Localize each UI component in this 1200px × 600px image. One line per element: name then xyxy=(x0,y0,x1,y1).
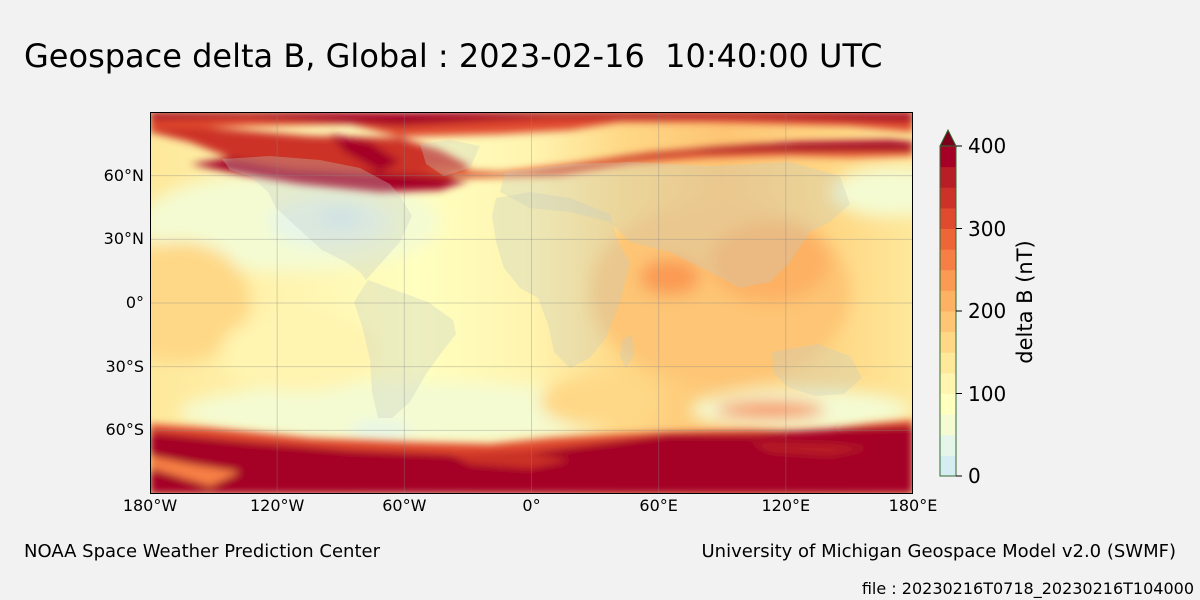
lat-label-0: 0° xyxy=(125,293,144,312)
colorbar-segment xyxy=(940,228,956,250)
lon-label-60e: 60°E xyxy=(639,496,678,515)
colorbar-segment xyxy=(940,269,956,291)
colorbar-label: delta B (nT) xyxy=(1013,240,1037,364)
lon-label-120e: 120°E xyxy=(761,496,811,515)
colorbar-segment xyxy=(940,146,956,168)
colorbar-extend-arrow xyxy=(939,128,957,147)
lat-label-60n: 60°N xyxy=(103,165,144,185)
page-title: Geospace delta B, Global : 2023-02-16 10… xyxy=(24,37,883,75)
lat-label-30n: 30°N xyxy=(103,229,144,249)
colorbar-segment xyxy=(940,434,956,456)
north-america-shape xyxy=(222,156,412,280)
colorbar-segment xyxy=(940,352,956,374)
colorbar-segment xyxy=(940,331,956,353)
colorbar-segment xyxy=(940,290,956,312)
colorbar-segment xyxy=(940,187,956,209)
delta-b-map xyxy=(150,112,913,494)
africa-eurasia-west-shape xyxy=(492,192,630,368)
colorbar-segment xyxy=(940,311,956,333)
eurasia-shape xyxy=(500,162,850,288)
colorbar-tick-100: 100 xyxy=(968,381,1007,406)
gridlines xyxy=(150,112,913,494)
colorbar-tick-300: 300 xyxy=(968,216,1007,241)
map-plot xyxy=(150,112,913,494)
footer-model: University of Michigan Geospace Model v2… xyxy=(701,541,1177,562)
madagascar-shape xyxy=(620,334,634,368)
colorbar-segment xyxy=(940,372,956,394)
lon-label-120w: 120°W xyxy=(249,496,305,515)
footer-source: NOAA Space Weather Prediction Center xyxy=(24,541,380,562)
map-frame xyxy=(150,112,913,494)
greenland-shape xyxy=(420,140,480,176)
contour-field xyxy=(150,112,913,494)
lon-label-180e: 180°E xyxy=(888,496,938,515)
colorbar-segment xyxy=(940,166,956,188)
colorbar xyxy=(930,126,1070,486)
colorbar-segment xyxy=(940,414,956,436)
colorbar-segment xyxy=(940,207,956,229)
colorbar-svg xyxy=(939,128,962,477)
lat-label-60s: 60°S xyxy=(105,420,144,440)
colorbar-tick-200: 200 xyxy=(968,299,1007,323)
colorbar-segment xyxy=(940,455,956,477)
file-name: file : 20230216T0718_20230216T104000 xyxy=(861,579,1194,598)
south-america-shape xyxy=(354,280,456,418)
colorbar-tick-400: 400 xyxy=(968,134,1007,158)
lon-label-180w: 180°W xyxy=(122,496,178,515)
land-overlay xyxy=(222,140,862,418)
lon-label-60w: 60°W xyxy=(382,496,427,515)
colorbar-tick-0: 0 xyxy=(968,464,981,488)
australia-shape xyxy=(772,344,862,396)
lon-label-0: 0° xyxy=(522,496,541,515)
colorbar-segment xyxy=(940,393,956,415)
colorbar-segment xyxy=(940,249,956,271)
lat-label-30s: 30°S xyxy=(105,356,144,376)
